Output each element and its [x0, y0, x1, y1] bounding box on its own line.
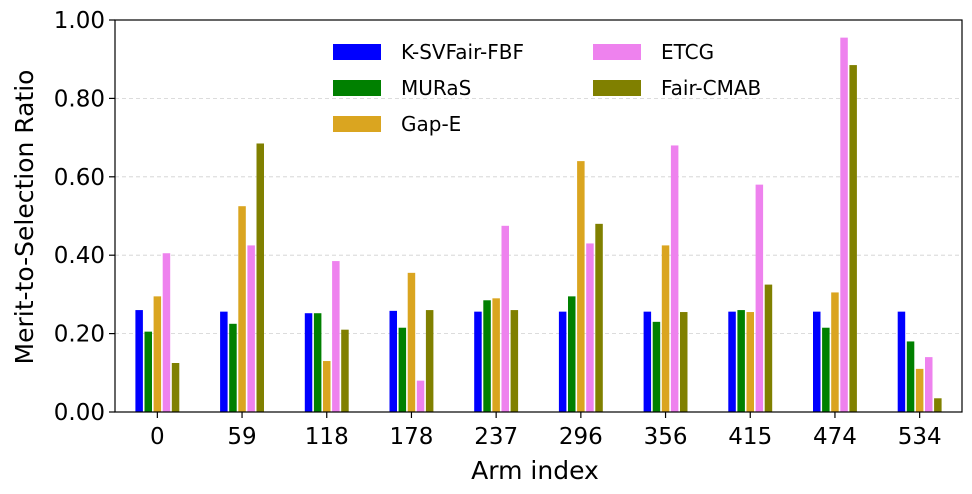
bar-gap-e-59 [238, 206, 246, 412]
y-tick-label: 1.00 [54, 8, 105, 34]
legend-label: Gap-E [401, 112, 461, 136]
x-tick-label: 118 [305, 424, 349, 450]
y-axis: 0.00 0.20 0.40 0.60 0.80 1.00 [54, 8, 115, 426]
legend-label: Fair-CMAB [661, 76, 761, 100]
bar-muras-474 [822, 327, 830, 412]
legend-label: MURaS [401, 76, 471, 100]
bar-etcg-474 [840, 37, 848, 412]
bar-gap-e-118 [323, 361, 331, 412]
legend-label: ETCG [661, 40, 714, 64]
x-tick-label: 534 [898, 424, 942, 450]
bar-muras-534 [906, 341, 915, 412]
bar-gap-e-474 [831, 292, 839, 412]
bar-fair-cmab-0 [171, 363, 180, 412]
bar-etcg-237 [501, 225, 509, 412]
bar-gap-e-415 [746, 312, 754, 412]
legend-label: K-SVFair-FBF [401, 40, 524, 64]
bar-etcg-534 [925, 357, 933, 412]
legend-swatch [593, 44, 641, 60]
y-tick-label: 0.00 [54, 400, 105, 426]
bar-etcg-178 [416, 380, 425, 412]
bar-muras-296 [568, 296, 576, 412]
bar-gap-e-178 [407, 272, 416, 412]
bar-fair-cmab-534 [934, 398, 942, 412]
bars [135, 37, 942, 413]
x-tick-label: 0 [150, 424, 165, 450]
bar-muras-237 [483, 300, 491, 412]
legend-swatch [333, 116, 381, 132]
legend-swatch [333, 44, 381, 60]
bar-gap-e-534 [915, 368, 924, 412]
y-tick-label: 0.20 [54, 322, 105, 348]
bar-k-svfair-fbf-237 [474, 311, 482, 412]
bar-k-svfair-fbf-0 [135, 310, 143, 412]
bar-etcg-415 [755, 184, 764, 412]
bar-gap-e-296 [577, 161, 585, 412]
x-tick-label: 59 [227, 424, 256, 450]
legend-swatch [333, 80, 381, 96]
bar-fair-cmab-118 [341, 329, 349, 412]
bar-muras-356 [652, 321, 661, 412]
bar-fair-cmab-178 [425, 310, 434, 412]
bar-fair-cmab-59 [256, 143, 264, 413]
bar-fair-cmab-296 [595, 223, 603, 412]
bar-muras-415 [737, 310, 745, 412]
bar-etcg-0 [162, 253, 171, 412]
y-tick-label: 0.60 [54, 165, 105, 191]
x-axis-title: Arm index [471, 456, 599, 485]
bar-muras-118 [313, 313, 322, 412]
y-tick-label: 0.80 [54, 86, 105, 112]
x-tick-label: 356 [644, 424, 688, 450]
bar-k-svfair-fbf-118 [304, 313, 313, 412]
bar-gap-e-0 [153, 296, 162, 412]
plot-frame [114, 19, 963, 413]
grid-lines [115, 98, 962, 335]
x-tick-label: 178 [389, 424, 433, 450]
bar-k-svfair-fbf-356 [643, 311, 652, 412]
legend-swatch [593, 80, 641, 96]
x-axis: 0 59 118 178 237 296 356 415 474 534 [150, 412, 942, 450]
bar-fair-cmab-474 [849, 65, 857, 412]
x-tick-label: 415 [728, 424, 772, 450]
bar-fair-cmab-237 [510, 310, 519, 412]
bar-k-svfair-fbf-474 [813, 311, 821, 412]
bar-etcg-118 [332, 261, 340, 412]
x-tick-label: 474 [813, 424, 857, 450]
bar-k-svfair-fbf-534 [897, 311, 906, 412]
bar-k-svfair-fbf-178 [389, 310, 397, 412]
bar-fair-cmab-415 [764, 284, 773, 412]
bar-etcg-59 [247, 245, 255, 412]
y-axis-title: Merit-to-Selection Ratio [10, 70, 39, 365]
bar-fair-cmab-356 [680, 312, 688, 412]
bar-gap-e-356 [661, 245, 670, 412]
bar-k-svfair-fbf-415 [728, 311, 736, 412]
bar-etcg-356 [670, 145, 679, 412]
legend: K-SVFair-FBF MURaS Gap-E ETCG Fair-CMAB [333, 40, 761, 136]
x-tick-label: 237 [474, 424, 518, 450]
bar-muras-178 [398, 327, 407, 412]
y-tick-label: 0.40 [54, 243, 105, 269]
bar-k-svfair-fbf-296 [558, 311, 567, 412]
bar-k-svfair-fbf-59 [220, 311, 228, 412]
bar-muras-0 [144, 331, 152, 412]
bar-muras-59 [229, 323, 237, 412]
x-tick-label: 296 [559, 424, 603, 450]
bar-gap-e-237 [492, 298, 500, 412]
bar-etcg-296 [586, 243, 594, 412]
